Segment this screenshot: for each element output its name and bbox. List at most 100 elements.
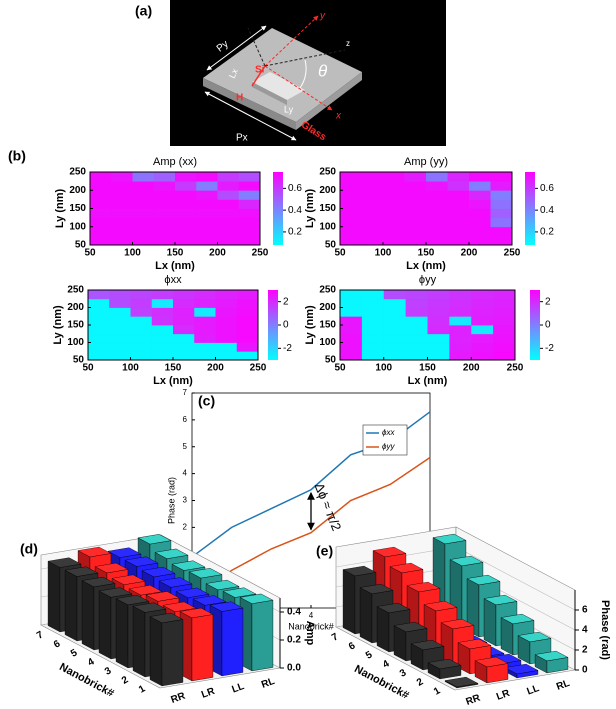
category-label: 6 xyxy=(347,640,358,653)
heatmap-cell xyxy=(362,308,384,317)
heatmap-cell xyxy=(383,190,405,200)
heatmap-cell xyxy=(154,199,176,209)
y-tick-label: 200 xyxy=(319,302,336,313)
y-tick-label: 2 xyxy=(183,522,188,531)
heatmap-cell xyxy=(152,334,174,343)
heatmap-cell xyxy=(449,325,471,334)
y-axis-title: Ly (nm) xyxy=(304,305,316,345)
heatmap-cell xyxy=(196,236,218,246)
heatmap-cell xyxy=(109,343,131,352)
y-tick-label: 100 xyxy=(319,337,336,348)
heatmap-cell xyxy=(218,199,240,209)
heatmap-cell xyxy=(154,227,176,237)
heatmap-cell xyxy=(237,351,259,360)
heatmap-cell xyxy=(131,343,153,352)
heatmap-cell xyxy=(449,308,471,317)
heatmap-cell xyxy=(405,172,427,182)
series-label: LL xyxy=(231,681,246,696)
x-tick-label: 50 xyxy=(334,363,346,374)
heatmap-cell xyxy=(173,316,195,325)
heatmap-cell xyxy=(133,209,155,219)
x-axis-title: Lx (nm) xyxy=(153,375,193,387)
heatmap-cell xyxy=(216,325,238,334)
heatmap-cell xyxy=(133,190,155,200)
heatmap-cell xyxy=(383,209,405,219)
y-tick-label: 150 xyxy=(319,203,336,214)
series-label: RL xyxy=(555,678,571,693)
colorbar xyxy=(525,172,535,245)
heatmap-cell xyxy=(383,218,405,228)
z-tick-label: 4 xyxy=(582,625,588,636)
bar-side xyxy=(343,570,355,634)
x-tick-label: 250 xyxy=(507,363,524,374)
x-tick-label: 100 xyxy=(375,248,392,259)
heatmap-cell xyxy=(405,209,427,219)
heatmap-cell xyxy=(493,351,515,360)
x-tick-label: 150 xyxy=(419,363,436,374)
heatmap-cell xyxy=(133,218,155,228)
heatmap-cell xyxy=(491,181,513,191)
heatmap-cell xyxy=(491,199,513,209)
panel-label: (d) xyxy=(20,541,38,557)
y-tick-label: 7 xyxy=(183,388,188,397)
heatmap-cell xyxy=(428,343,450,352)
series-label: RR xyxy=(169,690,187,706)
heatmap-cell xyxy=(449,334,471,343)
heatmap-cell xyxy=(88,316,110,325)
y-axis-title: Ly (nm) xyxy=(52,305,64,345)
heatmap-cell xyxy=(362,299,384,308)
heatmap-cell xyxy=(90,190,112,200)
heatmap-cell xyxy=(340,227,362,237)
heatmap-cell xyxy=(218,181,240,191)
heatmap-cell xyxy=(218,227,240,237)
heatmap-cell xyxy=(196,190,218,200)
bar-side xyxy=(484,599,496,646)
heatmap-cell xyxy=(237,343,259,352)
colorbar-tick-label: 0 xyxy=(283,320,289,331)
y-tick-label: 150 xyxy=(69,203,86,214)
heatmap-cell xyxy=(194,334,216,343)
heatmap-cell xyxy=(194,316,216,325)
heatmap-cell xyxy=(216,316,238,325)
heatmap-cell xyxy=(491,209,513,219)
heatmap-cell xyxy=(362,343,384,352)
heatmap-cell xyxy=(109,290,131,299)
colorbar-tick-label: 2 xyxy=(283,296,289,307)
angle-label: θ xyxy=(318,61,328,80)
heatmap-cell xyxy=(493,334,515,343)
heatmap-cell xyxy=(111,227,133,237)
heatmap-cell xyxy=(88,308,110,317)
heatmap-cell xyxy=(173,351,195,360)
heatmap-cell xyxy=(406,308,428,317)
category-label: 4 xyxy=(381,658,392,671)
heatmap-cell xyxy=(469,236,491,246)
category-label: 6 xyxy=(52,638,63,651)
heatmap-cell xyxy=(109,351,131,360)
chart-title: Amp (xx) xyxy=(153,156,197,168)
heatmap-cell xyxy=(154,190,176,200)
x-axis-title: Lx (nm) xyxy=(155,260,195,272)
annotation: Δϕ ≈ π/2 xyxy=(312,481,345,533)
heatmap-cell xyxy=(491,227,513,237)
heatmap-cell xyxy=(90,236,112,246)
heatmap-cell xyxy=(88,299,110,308)
heatmap-cell xyxy=(449,351,471,360)
z-tick-label: 0.0 xyxy=(287,663,301,674)
heatmap-cell xyxy=(428,334,450,343)
heatmap-cell xyxy=(362,218,384,228)
heatmap-cell xyxy=(471,351,493,360)
heatmap-cell xyxy=(218,172,240,182)
panel-label: (c) xyxy=(198,393,215,409)
heatmap-cell xyxy=(405,199,427,209)
y-tick-label: 5 xyxy=(183,442,188,451)
heatmap-cell xyxy=(90,199,112,209)
heatmap-cell xyxy=(384,299,406,308)
heatmap-cell xyxy=(239,172,261,182)
bar-side xyxy=(99,591,111,659)
heatmap-cell xyxy=(493,290,515,299)
heatmap-cell xyxy=(154,218,176,228)
heatmap-cell xyxy=(491,190,513,200)
heatmap-cell xyxy=(340,351,362,360)
heatmap-cell xyxy=(384,308,406,317)
x-tick-label: 4 xyxy=(309,611,314,620)
